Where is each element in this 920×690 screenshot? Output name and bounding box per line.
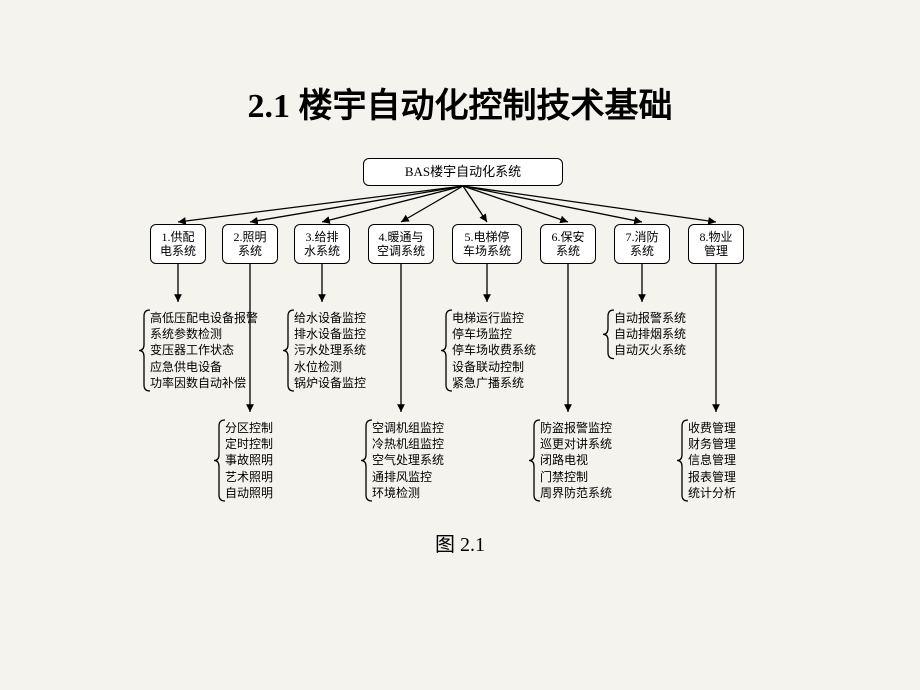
detail-block-d7: 自动报警系统 自动排烟系统 自动灭火系统 bbox=[614, 310, 686, 359]
detail-block-d6: 防盗报警监控 巡更对讲系统 闭路电视 门禁控制 周界防范系统 bbox=[540, 420, 612, 501]
level2-box-b1: 1.供配 电系统 bbox=[150, 224, 206, 264]
level2-box-b2: 2.照明 系统 bbox=[222, 224, 278, 264]
level2-box-b7: 7.消防 系统 bbox=[614, 224, 670, 264]
level2-box-b6: 6.保安 系统 bbox=[540, 224, 596, 264]
root-box-bas: BAS楼宇自动化系统 bbox=[363, 158, 563, 186]
detail-block-d5: 电梯运行监控 停车场监控 停车场收费系统 设备联动控制 紧急广播系统 bbox=[452, 310, 536, 391]
level2-box-b4: 4.暖通与 空调系统 bbox=[368, 224, 434, 264]
detail-block-d8: 收费管理 财务管理 信息管理 报表管理 统计分析 bbox=[688, 420, 736, 501]
detail-block-d2: 分区控制 定时控制 事故照明 艺术照明 自动照明 bbox=[225, 420, 273, 501]
detail-block-d1: 高低压配电设备报警 系统参数检测 变压器工作状态 应急供电设备 功率因数自动补偿 bbox=[150, 310, 258, 391]
level2-box-b5: 5.电梯停 车场系统 bbox=[452, 224, 522, 264]
detail-block-d3: 给水设备监控 排水设备监控 污水处理系统 水位检测 锅炉设备监控 bbox=[294, 310, 366, 391]
page-title: 2.1 楼宇自动化控制技术基础 bbox=[0, 78, 920, 127]
level2-box-b8: 8.物业 管理 bbox=[688, 224, 744, 264]
detail-block-d4: 空调机组监控 冷热机组监控 空气处理系统 通排风监控 环境检测 bbox=[372, 420, 444, 501]
figure-caption: 图 2.1 bbox=[0, 528, 920, 557]
level2-box-b3: 3.给排 水系统 bbox=[294, 224, 350, 264]
